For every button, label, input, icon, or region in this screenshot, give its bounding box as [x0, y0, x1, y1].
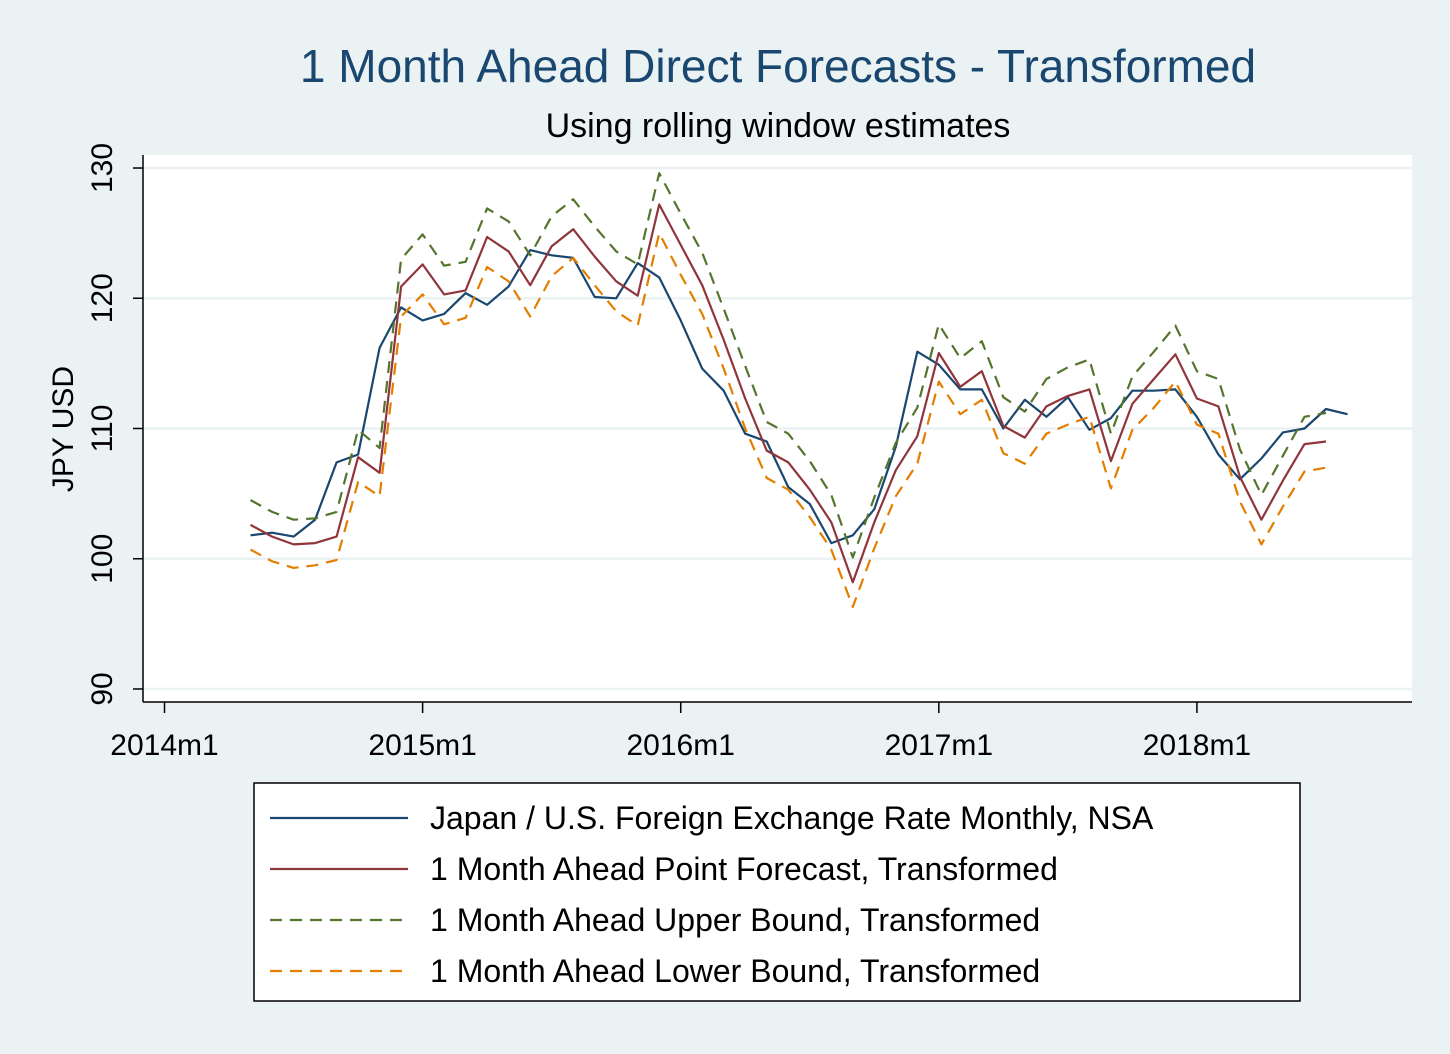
y-tick-label: 130 [86, 143, 119, 193]
y-axis-label: JPY USD [47, 366, 80, 492]
chart-subtitle: Using rolling window estimates [546, 107, 1011, 145]
y-tick-label: 100 [86, 534, 119, 584]
x-tick-label: 2015m1 [368, 729, 476, 762]
legend: Japan / U.S. Foreign Exchange Rate Month… [253, 782, 1301, 1002]
series-line-2 [249, 203, 1327, 584]
x-tick-label: 2017m1 [885, 729, 993, 762]
series-line-4 [249, 232, 1327, 609]
legend-label-3: 1 Month Ahead Upper Bound, Transformed [430, 902, 1040, 938]
legend-label-1: Japan / U.S. Foreign Exchange Rate Month… [430, 800, 1154, 836]
y-tick-label: 120 [86, 273, 119, 323]
legend-box [253, 782, 1301, 1002]
x-axis-ticks: 2014m1 2015m1 2016m1 2017m1 2018m1 [110, 702, 1251, 762]
x-tick-label: 2014m1 [110, 729, 218, 762]
legend-label-4: 1 Month Ahead Lower Bound, Transformed [430, 953, 1040, 989]
gridlines [143, 166, 1412, 691]
series-line-1 [250, 249, 1348, 545]
x-tick-label: 2016m1 [627, 729, 735, 762]
chart-title: 1 Month Ahead Direct Forecasts - Transfo… [300, 40, 1256, 92]
y-axis-ticks: 90 100 110 120 130 [86, 143, 143, 706]
legend-label-2: 1 Month Ahead Point Forecast, Transforme… [430, 851, 1058, 887]
x-tick-label: 2018m1 [1143, 729, 1251, 762]
series-lines [249, 172, 1348, 609]
y-tick-label: 90 [86, 672, 119, 705]
series-line-3 [249, 172, 1327, 559]
y-tick-label: 110 [86, 405, 119, 453]
legend-items: Japan / U.S. Foreign Exchange Rate Month… [270, 800, 1154, 989]
